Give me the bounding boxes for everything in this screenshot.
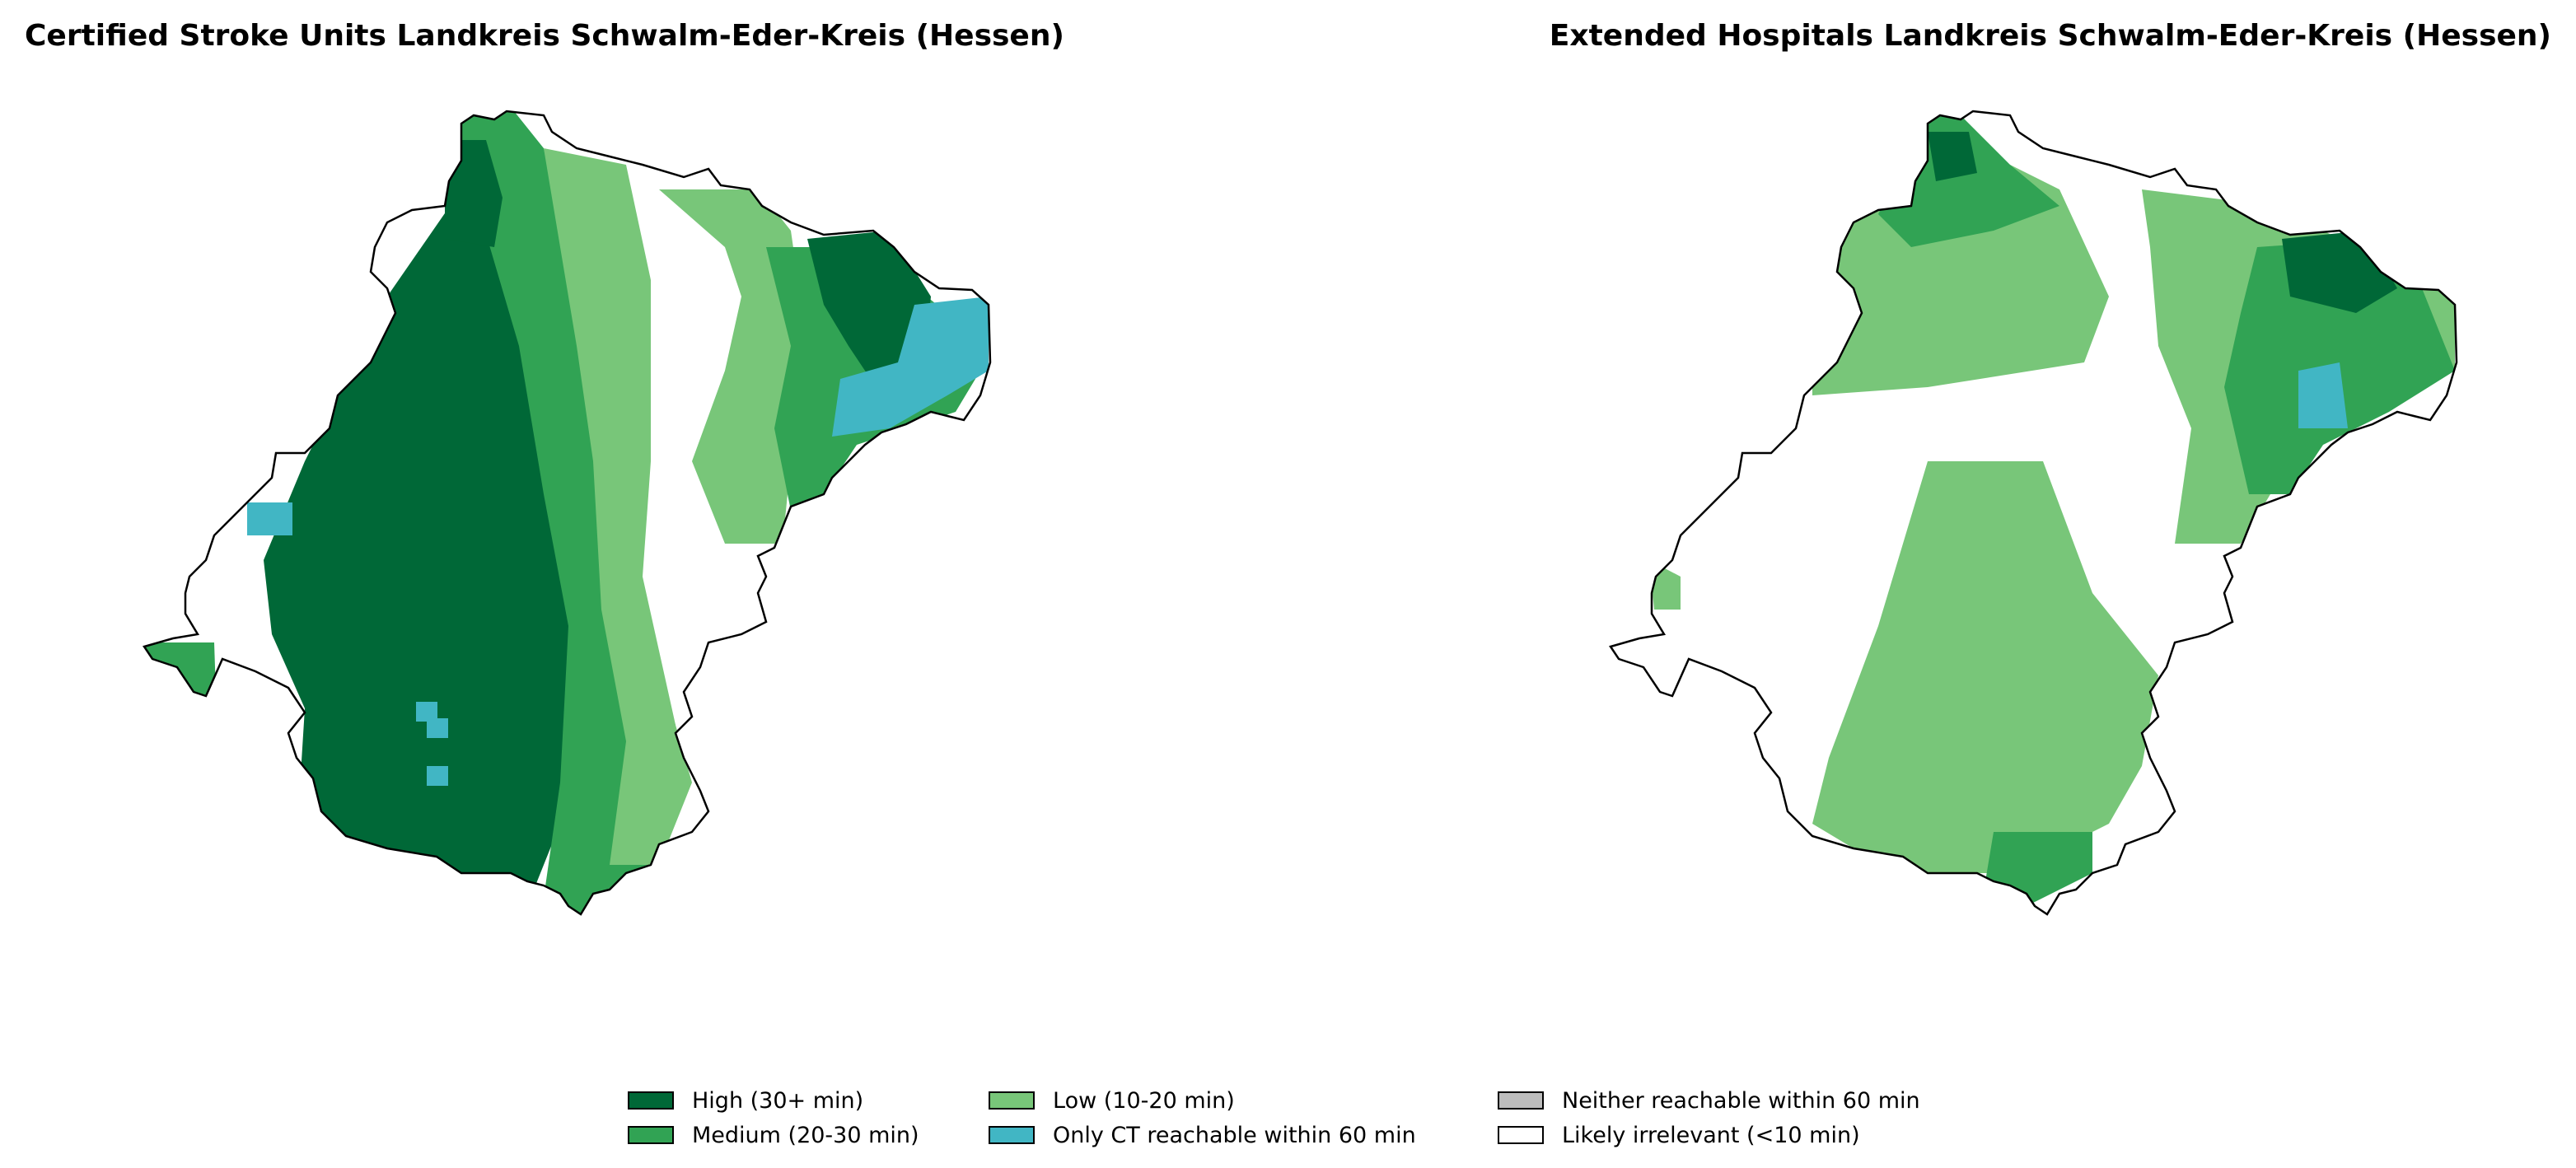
map-title-stroke-units: Certified Stroke Units Landkreis Schwalm… <box>25 19 1064 53</box>
legend-item: Likely irrelevant (<10 min) <box>1498 1119 1860 1152</box>
legend-item: Neither reachable within 60 min <box>1498 1084 1920 1117</box>
region-high-north <box>445 140 503 247</box>
legend-swatch <box>1498 1091 1544 1110</box>
legend: High (30+ min) Medium (20-30 min) Low (1… <box>628 1084 1962 1153</box>
legend-label: Low (10-20 min) <box>1053 1087 1235 1114</box>
region-low-west <box>544 148 692 865</box>
legend-label: Likely irrelevant (<10 min) <box>1562 1122 1860 1148</box>
map-stroke-units-raster <box>144 111 989 914</box>
region-ct-east <box>832 297 989 437</box>
legend-item: Only CT reachable within 60 min <box>989 1119 1416 1152</box>
region-high-east <box>807 231 931 395</box>
region-high-northwest <box>1928 132 1977 181</box>
region-low-south <box>1812 461 2158 873</box>
legend-swatch <box>989 1126 1035 1144</box>
region-ct-west <box>247 502 292 535</box>
legend-label: Only CT reachable within 60 min <box>1053 1122 1416 1148</box>
maps-canvas <box>143 110 2458 916</box>
region-ct-south-3 <box>427 766 448 786</box>
legend-swatch <box>1498 1126 1544 1144</box>
region-medium-south <box>1985 832 2092 906</box>
legend-label: Medium (20-30 min) <box>692 1122 919 1148</box>
legend-item: High (30+ min) <box>628 1084 863 1117</box>
region-low-east <box>659 189 807 544</box>
legend-item: Low (10-20 min) <box>989 1084 1235 1117</box>
legend-label: High (30+ min) <box>692 1087 864 1114</box>
legend-item: Medium (20-30 min) <box>628 1119 919 1152</box>
legend-label: Neither reachable within 60 min <box>1562 1087 1920 1114</box>
map-stroke-units <box>143 110 992 916</box>
region-medium-west <box>445 111 676 914</box>
region-ct-east <box>2298 362 2348 428</box>
region-high <box>264 189 585 906</box>
map-title-extended-hospitals: Extended Hospitals Landkreis Schwalm-Ede… <box>1549 19 2551 53</box>
legend-swatch <box>628 1126 674 1144</box>
map-extended-hospitals <box>1609 110 2458 916</box>
legend-swatch <box>989 1091 1035 1110</box>
legend-swatch <box>628 1091 674 1110</box>
region-ct-south-2 <box>427 718 448 738</box>
map-extended-hospitals-raster <box>1649 111 2455 906</box>
